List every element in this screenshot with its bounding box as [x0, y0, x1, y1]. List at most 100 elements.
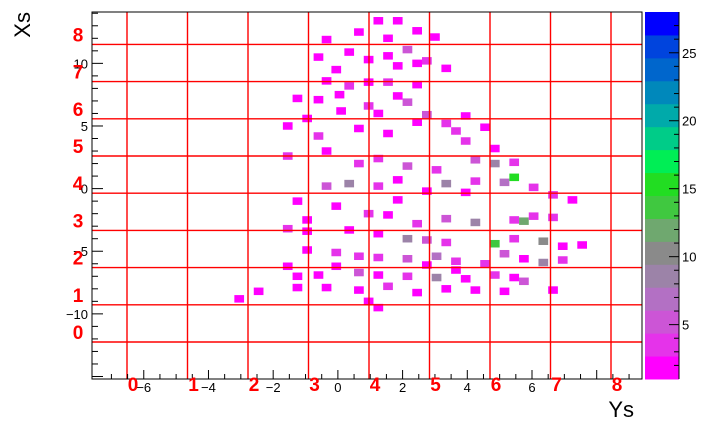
palette-band [645, 57, 679, 82]
heatmap-cell [460, 275, 471, 283]
heatmap-cell [402, 272, 413, 281]
heatmap-cell [451, 266, 461, 274]
heatmap-cell [392, 62, 403, 70]
heatmap-cell [441, 179, 452, 188]
heatmap-cell [321, 77, 332, 85]
heatmap-cell [460, 188, 471, 197]
heatmap-cell [538, 237, 549, 245]
heatmap-cell [373, 182, 384, 190]
heatmap-cell [451, 127, 461, 135]
heatmap-cell [412, 27, 422, 35]
heatmap-cell [292, 94, 303, 103]
heatmap-cell [302, 216, 312, 224]
palette-band [645, 172, 679, 196]
heatmap-cell [430, 33, 440, 41]
heatmap-cell [519, 277, 529, 286]
heatmap-cell [292, 197, 303, 205]
heatmap-cell [548, 191, 558, 199]
heatmap-cell [489, 239, 500, 248]
heatmap-cell [383, 129, 393, 138]
heatmap-cell [336, 107, 346, 115]
heatmap-cell [412, 59, 422, 68]
heatmap-cell [313, 53, 324, 61]
x-tick-label: −4 [201, 380, 216, 395]
x-tick-label: 6 [528, 380, 535, 395]
heatmap-cell [383, 52, 393, 60]
heatmap-cell [344, 82, 355, 90]
palette-band [645, 149, 679, 174]
heatmap-cell [313, 95, 324, 104]
heatmap-cell [489, 159, 500, 168]
heatmap-cell [292, 272, 303, 281]
heatmap-cell [470, 177, 481, 185]
heatmap-cell [331, 65, 342, 74]
heatmap-cell [528, 212, 539, 220]
z-tick-label: 25 [682, 46, 696, 61]
y-tick-label: 0 [81, 182, 88, 197]
grid-x-label: 8 [612, 375, 623, 396]
heatmap-cell [302, 246, 312, 254]
heatmap-cell [282, 122, 293, 130]
grid-y-label: 8 [73, 25, 84, 46]
heatmap-cell [383, 34, 393, 43]
y-tick-label: −10 [66, 307, 88, 322]
heatmap-cell [548, 213, 558, 222]
heatmap-cell [292, 283, 303, 292]
heatmap-cell [302, 227, 312, 235]
heatmap-cell [253, 287, 264, 296]
palette-band [645, 103, 679, 128]
heatmap-cell [470, 218, 481, 227]
color-palette [645, 12, 679, 380]
heatmap-cell [577, 241, 587, 249]
heatmap-cell [431, 252, 442, 261]
heatmap-cell [509, 234, 520, 243]
heatmap-cell [321, 283, 332, 292]
heatmap-cell [373, 253, 384, 262]
heatmap-cell [528, 183, 539, 192]
palette-band [645, 264, 679, 288]
x-tick-label: −6 [136, 380, 151, 395]
heatmap-cell [234, 295, 245, 303]
heatmap-cell [334, 90, 345, 99]
heatmap-cell [383, 282, 393, 291]
palette-band [645, 241, 679, 265]
plot-frame [91, 11, 643, 380]
heatmap-cell [354, 28, 364, 36]
heatmap-cell [373, 154, 384, 163]
palette-band [645, 356, 679, 380]
heatmap-cell [548, 286, 558, 294]
heatmap-cell [321, 182, 332, 190]
x-tick-label: 2 [399, 380, 406, 395]
heatmap-cell [470, 156, 481, 164]
grid-x-label: 3 [309, 375, 320, 396]
heatmap-cell [470, 286, 481, 294]
grid-x-label: 6 [491, 375, 502, 396]
heatmap-cell [392, 176, 403, 184]
grid-x-label: 2 [249, 375, 260, 396]
grid-x-label: 5 [430, 375, 441, 396]
heatmap-cell [499, 287, 510, 296]
grid-y-label: 1 [73, 286, 84, 307]
heatmap-cell [344, 179, 355, 188]
heatmap-cell [354, 252, 364, 261]
heatmap-cell [422, 236, 432, 244]
heatmap-cell [392, 92, 403, 100]
x-axis-title: Ys [608, 397, 634, 422]
heatmap-cell [441, 214, 452, 223]
heatmap-cell [313, 271, 324, 279]
heatmap-cell [402, 162, 413, 170]
heatmap-cell [509, 216, 520, 224]
heatmap-cell [441, 238, 452, 247]
palette-band [645, 310, 679, 334]
heatmap-cell [402, 98, 413, 106]
palette-band [645, 126, 679, 151]
heatmap-cell [412, 219, 422, 228]
z-tick-label: 15 [682, 182, 696, 197]
grid-y-label: 0 [73, 323, 84, 344]
palette-band [645, 34, 679, 59]
plot-area [92, 12, 642, 379]
x-tick-label: −2 [266, 380, 281, 395]
heatmap-cell [321, 35, 332, 44]
heatmap-cell [441, 64, 452, 73]
